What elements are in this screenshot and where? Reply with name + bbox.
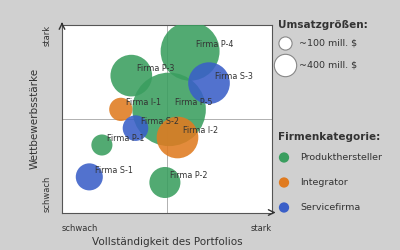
Text: Produkthersteller: Produkthersteller (300, 153, 382, 162)
Point (354, 126, 360, 130)
Text: schwach: schwach (62, 224, 98, 233)
Point (206, 81, 212, 85)
Text: Firma S-3: Firma S-3 (214, 72, 252, 81)
Text: Firma S-2: Firma S-2 (141, 117, 179, 126)
Point (281, 63, 288, 67)
Point (118, 108, 124, 112)
Text: Firma P-1: Firma P-1 (108, 134, 145, 143)
Point (166, 108, 172, 112)
Point (281, 40, 288, 44)
Text: ~400 mill. $: ~400 mill. $ (299, 60, 357, 70)
Text: Firma I-2: Firma I-2 (183, 126, 218, 135)
Text: Firma P-5: Firma P-5 (175, 98, 212, 107)
Text: Firma I-1: Firma I-1 (126, 98, 161, 107)
Text: Wettbewerbsstärke: Wettbewerbsstärke (30, 68, 40, 169)
Text: Integrator: Integrator (300, 178, 348, 187)
Point (99, 143, 105, 147)
Text: Firma S-1: Firma S-1 (95, 166, 133, 175)
Text: Firma P-3: Firma P-3 (137, 64, 174, 74)
Text: ~100 mill. $: ~100 mill. $ (299, 38, 357, 47)
Text: Vollständigkeit des Portfolios: Vollständigkeit des Portfolios (92, 237, 242, 247)
Point (86, 175, 92, 179)
Point (174, 136, 181, 140)
Text: Firmenkategorie:: Firmenkategorie: (278, 132, 380, 142)
Point (354, 76, 360, 80)
Text: Servicefirma: Servicefirma (300, 203, 360, 212)
Text: Umsatzgrößen:: Umsatzgrößen: (278, 20, 368, 30)
Point (132, 126, 139, 130)
Point (187, 49, 193, 53)
Text: stark: stark (42, 25, 52, 46)
Point (354, 101, 360, 105)
Text: schwach: schwach (42, 176, 52, 212)
Point (162, 180, 168, 184)
Point (128, 74, 134, 78)
Text: stark: stark (251, 224, 272, 233)
Text: Firma P-4: Firma P-4 (196, 40, 233, 49)
Text: Firma P-2: Firma P-2 (170, 171, 208, 180)
